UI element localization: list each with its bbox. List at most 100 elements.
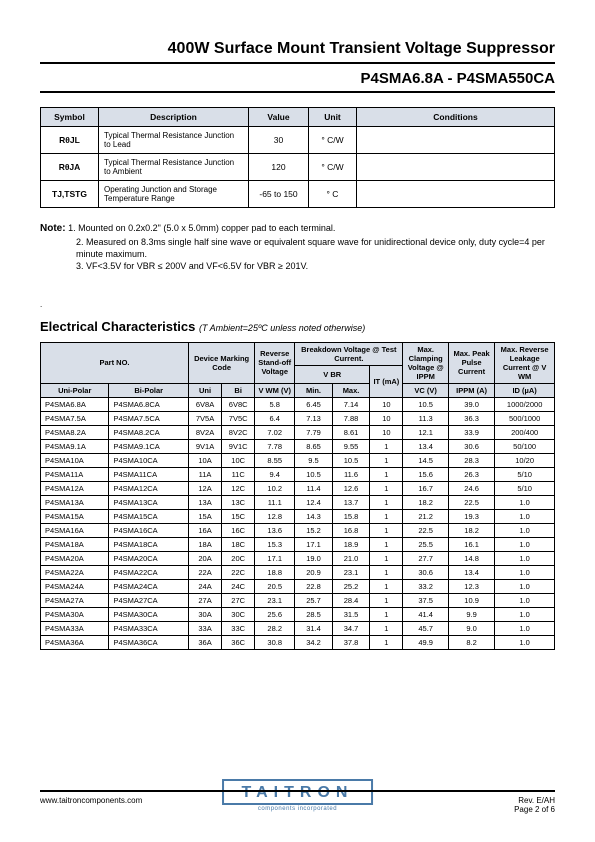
elec-cell: 8V2C: [222, 425, 255, 439]
thermal-cond: [357, 127, 555, 154]
elec-cell: 20C: [222, 551, 255, 565]
elec-cell: 1: [370, 453, 403, 467]
thermal-unit: ° C/W: [309, 127, 357, 154]
elec-cell: P4SMA11A: [41, 467, 109, 481]
elec-cell: 25.5: [403, 537, 448, 551]
elec-cell: 8V2A: [188, 425, 221, 439]
elec-cell: 27C: [222, 593, 255, 607]
elec-cell: P4SMA16A: [41, 523, 109, 537]
elec-cell: P4SMA36A: [41, 635, 109, 649]
elec-cell: 13C: [222, 495, 255, 509]
note-item: 2. Measured on 8.3ms single half sine wa…: [40, 236, 555, 260]
elec-cell: P4SMA11CA: [109, 467, 189, 481]
elec-cell: 1.0: [495, 607, 555, 621]
elec-cell: 1: [370, 635, 403, 649]
th-vwm-v: V WM (V): [255, 383, 295, 397]
elec-row: P4SMA7.5AP4SMA7.5CA7V5A7V5C6.47.137.8810…: [41, 411, 555, 425]
thermal-header: Value: [249, 108, 309, 127]
elec-cell: 12.6: [332, 481, 370, 495]
thermal-header: Conditions: [357, 108, 555, 127]
elec-cell: 7.02: [255, 425, 295, 439]
elec-cell: 28.4: [332, 593, 370, 607]
elec-cell: P4SMA7.5A: [41, 411, 109, 425]
elec-cell: 6.4: [255, 411, 295, 425]
elec-row: P4SMA9.1AP4SMA9.1CA9V1A9V1C7.788.659.551…: [41, 439, 555, 453]
elec-cell: 49.9: [403, 635, 448, 649]
elec-cell: 12.3: [448, 579, 494, 593]
elec-cell: 5/10: [495, 481, 555, 495]
elec-cell: 19.3: [448, 509, 494, 523]
elec-cell: 7.79: [295, 425, 333, 439]
elec-row: P4SMA24AP4SMA24CA24A24C20.522.825.2133.2…: [41, 579, 555, 593]
elec-cell: 17.1: [255, 551, 295, 565]
thermal-row: RθJATypical Thermal Resistance Junction …: [41, 154, 555, 181]
elec-row: P4SMA30AP4SMA30CA30A30C25.628.531.5141.4…: [41, 607, 555, 621]
elec-cell: 9.5: [295, 453, 333, 467]
elec-cell: 33.9: [448, 425, 494, 439]
elec-cell: 200/400: [495, 425, 555, 439]
elec-cell: P4SMA9.1CA: [109, 439, 189, 453]
elec-cell: 14.8: [448, 551, 494, 565]
elec-cell: 13.4: [448, 565, 494, 579]
elec-cell: 7.78: [255, 439, 295, 453]
elec-cell: P4SMA24CA: [109, 579, 189, 593]
elec-cell: 11.1: [255, 495, 295, 509]
elec-cell: 37.8: [332, 635, 370, 649]
note-item: 1. Mounted on 0.2x0.2" (5.0 x 5.0mm) cop…: [68, 223, 335, 233]
elec-cell: 7V5A: [188, 411, 221, 425]
elec-cell: 15.8: [332, 509, 370, 523]
elec-cell: 8.2: [448, 635, 494, 649]
th-max: Max.: [332, 383, 370, 397]
elec-cell: 13A: [188, 495, 221, 509]
elec-cell: 1.0: [495, 551, 555, 565]
elec-cell: 19.0: [295, 551, 333, 565]
elec-cell: P4SMA33CA: [109, 621, 189, 635]
elec-cell: P4SMA10A: [41, 453, 109, 467]
elec-cell: 24A: [188, 579, 221, 593]
elec-row: P4SMA18AP4SMA18CA18A18C15.317.118.9125.5…: [41, 537, 555, 551]
elec-cell: 23.1: [255, 593, 295, 607]
elec-cell: 10: [370, 397, 403, 411]
elec-cell: 6.45: [295, 397, 333, 411]
elec-cell: P4SMA33A: [41, 621, 109, 635]
elec-cell: 1.0: [495, 523, 555, 537]
elec-cell: 24.6: [448, 481, 494, 495]
elec-table: Part NO. Device Marking Code Reverse Sta…: [40, 342, 555, 650]
elec-cell: 10A: [188, 453, 221, 467]
elec-cell: P4SMA22A: [41, 565, 109, 579]
spacer-dot: .: [40, 300, 555, 309]
elec-row: P4SMA6.8AP4SMA6.8CA6V8A6V8C5.86.457.1410…: [41, 397, 555, 411]
footer-url: www.taitroncomponents.com: [40, 796, 142, 814]
notes-block: Note: 1. Mounted on 0.2x0.2" (5.0 x 5.0m…: [40, 222, 555, 272]
elec-cell: 14.5: [403, 453, 448, 467]
elec-cell: 10.5: [295, 467, 333, 481]
elec-cell: P4SMA12CA: [109, 481, 189, 495]
elec-cell: P4SMA15A: [41, 509, 109, 523]
elec-row: P4SMA8.2AP4SMA8.2CA8V2A8V2C7.027.798.611…: [41, 425, 555, 439]
elec-cell: 7.14: [332, 397, 370, 411]
th-vc: Max. Clamping Voltage @ IPPM: [403, 342, 448, 383]
elec-cell: 24C: [222, 579, 255, 593]
elec-cell: 12.1: [403, 425, 448, 439]
elec-cell: 28.5: [295, 607, 333, 621]
elec-cell: 1: [370, 607, 403, 621]
elec-cell: 10.9: [448, 593, 494, 607]
elec-cell: P4SMA8.2CA: [109, 425, 189, 439]
elec-cell: P4SMA13CA: [109, 495, 189, 509]
elec-cell: 1.0: [495, 509, 555, 523]
elec-cell: 1.0: [495, 621, 555, 635]
elec-cell: 1: [370, 509, 403, 523]
elec-cell: P4SMA10CA: [109, 453, 189, 467]
elec-row: P4SMA27AP4SMA27CA27A27C23.125.728.4137.5…: [41, 593, 555, 607]
page-title-1: 400W Surface Mount Transient Voltage Sup…: [40, 40, 555, 64]
elec-cell: P4SMA8.2A: [41, 425, 109, 439]
elec-cell: 1: [370, 621, 403, 635]
elec-cell: 9.55: [332, 439, 370, 453]
th-vbr: V BR: [295, 365, 370, 383]
th-m-bi: Bi: [222, 383, 255, 397]
th-vc-v: VC (V): [403, 383, 448, 397]
elec-cell: 16.8: [332, 523, 370, 537]
elec-cell: 30C: [222, 607, 255, 621]
elec-cell: P4SMA15CA: [109, 509, 189, 523]
elec-row: P4SMA15AP4SMA15CA15A15C12.814.315.8121.2…: [41, 509, 555, 523]
